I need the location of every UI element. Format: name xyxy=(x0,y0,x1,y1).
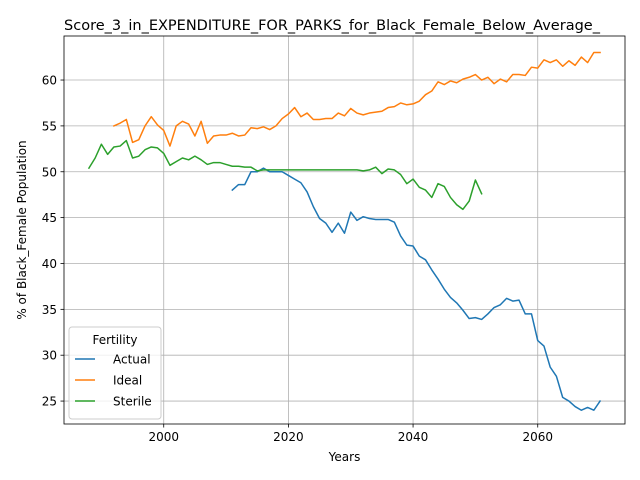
x-tick-label: 2040 xyxy=(398,430,429,444)
chart-title: Score_3_in_EXPENDITURE_FOR_PARKS_for_Bla… xyxy=(64,18,601,34)
plot-frame xyxy=(63,35,626,425)
x-axis-label: Years xyxy=(328,450,361,464)
legend-label-actual: Actual xyxy=(113,353,151,367)
series-line-actual xyxy=(231,167,602,411)
y-tick-label: 40 xyxy=(42,257,57,271)
legend-label-ideal: Ideal xyxy=(113,374,142,388)
y-tick-label: 25 xyxy=(42,395,57,409)
x-tick-label: 2020 xyxy=(273,430,304,444)
y-tick-label: 60 xyxy=(42,74,57,88)
series-layer xyxy=(87,51,602,411)
x-tick-label: 2060 xyxy=(522,430,553,444)
y-tick-label: 55 xyxy=(42,119,57,133)
legend-box xyxy=(68,326,162,420)
y-tick-label: 45 xyxy=(42,211,57,225)
legend: Fertility Actual Ideal Sterile xyxy=(68,326,162,420)
y-axis-label: % of Black_Female Population xyxy=(15,140,29,319)
y-tick-label: 50 xyxy=(42,165,57,179)
y-tick-label: 30 xyxy=(42,349,57,363)
series-line-ideal xyxy=(112,51,601,147)
series-line-sterile xyxy=(87,139,483,211)
x-tick-label: 2000 xyxy=(148,430,179,444)
axis-ticks: 2000 2020 2040 2060 25 30 35 40 45 50 55 60 xyxy=(42,74,553,444)
y-tick-label: 35 xyxy=(42,303,57,317)
legend-label-sterile: Sterile xyxy=(113,395,152,409)
legend-title: Fertility xyxy=(92,333,137,347)
